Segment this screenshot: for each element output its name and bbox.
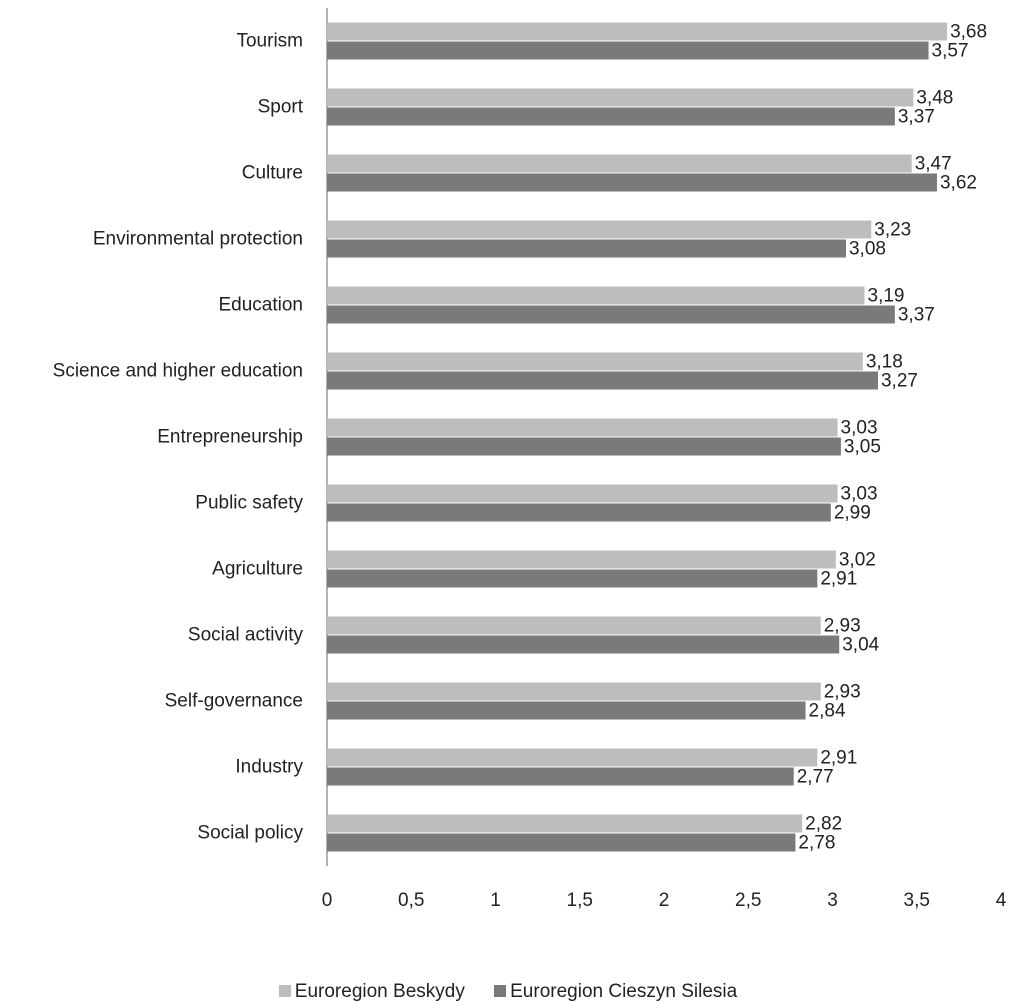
legend-item-beskydy: Euroregion Beskydy <box>278 981 465 1002</box>
value-label-cieszyn-silesia-science-and-higher-education: 3,27 <box>881 371 918 392</box>
category-label-entrepreneurship: Entrepreneurship <box>157 427 303 448</box>
value-label-beskydy-education: 3,19 <box>868 286 905 307</box>
category-label-environmental-protection: Environmental protection <box>93 229 303 250</box>
x-tick-label: 0 <box>322 890 333 911</box>
bar-cieszyn-silesia-public-safety <box>327 503 831 522</box>
value-label-beskydy-industry: 2,91 <box>820 748 857 769</box>
x-tick-label: 1,5 <box>567 890 593 911</box>
bar-beskydy-sport <box>327 88 914 107</box>
value-label-cieszyn-silesia-tourism: 3,57 <box>932 41 969 62</box>
value-label-cieszyn-silesia-self-governance: 2,84 <box>809 701 846 722</box>
category-label-tourism: Tourism <box>236 31 303 52</box>
value-label-beskydy-public-safety: 3,03 <box>841 484 878 505</box>
value-label-cieszyn-silesia-agriculture: 2,91 <box>820 569 857 590</box>
bar-cieszyn-silesia-industry <box>327 767 794 786</box>
bar-cieszyn-silesia-tourism <box>327 41 929 60</box>
bar-cieszyn-silesia-culture <box>327 173 937 192</box>
x-tick-label: 0,5 <box>398 890 424 911</box>
value-label-cieszyn-silesia-environmental-protection: 3,08 <box>849 239 886 260</box>
x-tick-label: 4 <box>996 890 1007 911</box>
bar-beskydy-environmental-protection <box>327 220 872 239</box>
category-label-social-policy: Social policy <box>197 823 303 844</box>
category-label-self-governance: Self-governance <box>165 691 303 712</box>
bar-beskydy-tourism <box>327 22 948 41</box>
value-label-cieszyn-silesia-sport: 3,37 <box>898 107 935 128</box>
value-label-beskydy-entrepreneurship: 3,03 <box>841 418 878 439</box>
bar-beskydy-social-activity <box>327 616 821 635</box>
x-tick-label: 3 <box>827 890 838 911</box>
value-label-cieszyn-silesia-culture: 3,62 <box>940 173 977 194</box>
bar-beskydy-science-and-higher-education <box>327 352 863 371</box>
legend-swatch-beskydy <box>278 985 291 997</box>
bar-beskydy-industry <box>327 748 818 767</box>
category-label-sport: Sport <box>258 97 304 118</box>
value-label-beskydy-environmental-protection: 3,23 <box>874 220 911 241</box>
legend-item-cieszyn-silesia: Euroregion Cieszyn Silesia <box>494 982 737 1001</box>
bars-group <box>327 22 948 852</box>
value-label-beskydy-science-and-higher-education: 3,18 <box>866 352 903 373</box>
bar-beskydy-social-policy <box>327 814 803 833</box>
value-label-cieszyn-silesia-industry: 2,77 <box>797 767 834 788</box>
value-label-beskydy-sport: 3,48 <box>916 88 953 109</box>
category-label-industry: Industry <box>235 757 303 778</box>
x-tick-label: 2 <box>659 890 670 911</box>
category-label-social-activity: Social activity <box>188 625 304 646</box>
bar-beskydy-self-governance <box>327 682 821 701</box>
x-tick-labels: 0 0,5 1 1,5 2 2,5 3 3,5 4 <box>322 890 1007 911</box>
x-tick-label: 1 <box>490 890 501 911</box>
legend: Euroregion Beskydy Euroregion Cieszyn Si… <box>0 982 1016 1001</box>
bar-cieszyn-silesia-social-activity <box>327 635 840 654</box>
bar-beskydy-agriculture <box>327 550 836 569</box>
value-label-cieszyn-silesia-social-activity: 3,04 <box>842 635 879 656</box>
bar-beskydy-education <box>327 286 865 305</box>
bar-cieszyn-silesia-social-policy <box>327 833 796 852</box>
value-label-beskydy-agriculture: 3,02 <box>839 550 876 571</box>
bar-beskydy-culture <box>327 154 912 173</box>
value-label-cieszyn-silesia-social-policy: 2,78 <box>798 833 835 854</box>
legend-label-beskydy: Euroregion Beskydy <box>294 981 465 1002</box>
bar-beskydy-public-safety <box>327 484 838 503</box>
category-labels: Tourism Sport Culture Environmental protect… <box>53 31 304 844</box>
x-tick-label: 2,5 <box>735 890 761 911</box>
bar-cieszyn-silesia-agriculture <box>327 569 818 588</box>
bar-beskydy-entrepreneurship <box>327 418 838 437</box>
value-label-cieszyn-silesia-education: 3,37 <box>898 305 935 326</box>
category-label-science-and-higher-education: Science and higher education <box>53 361 303 382</box>
value-labels: 3,683,573,483,373,473,623,233,083,193,37… <box>797 22 987 854</box>
bar-cieszyn-silesia-environmental-protection <box>327 239 846 258</box>
value-label-beskydy-social-policy: 2,82 <box>805 814 842 835</box>
legend-label-cieszyn-silesia: Euroregion Cieszyn Silesia <box>510 981 738 1002</box>
value-label-cieszyn-silesia-public-safety: 2,99 <box>834 503 871 524</box>
value-label-beskydy-self-governance: 2,93 <box>824 682 861 703</box>
bar-cieszyn-silesia-entrepreneurship <box>327 437 841 456</box>
value-label-beskydy-social-activity: 2,93 <box>824 616 861 637</box>
value-label-beskydy-tourism: 3,68 <box>950 22 987 43</box>
bar-cieszyn-silesia-self-governance <box>327 701 806 720</box>
bar-cieszyn-silesia-sport <box>327 107 895 126</box>
legend-swatch-cieszyn-silesia <box>494 985 507 997</box>
x-tick-label: 3,5 <box>904 890 930 911</box>
value-label-cieszyn-silesia-entrepreneurship: 3,05 <box>844 437 881 458</box>
category-label-education: Education <box>218 295 303 316</box>
category-label-culture: Culture <box>242 163 303 184</box>
category-label-agriculture: Agriculture <box>212 559 303 580</box>
bar-cieszyn-silesia-science-and-higher-education <box>327 371 878 390</box>
value-label-beskydy-culture: 3,47 <box>915 154 952 175</box>
bar-cieszyn-silesia-education <box>327 305 895 324</box>
category-label-public-safety: Public safety <box>195 493 303 514</box>
